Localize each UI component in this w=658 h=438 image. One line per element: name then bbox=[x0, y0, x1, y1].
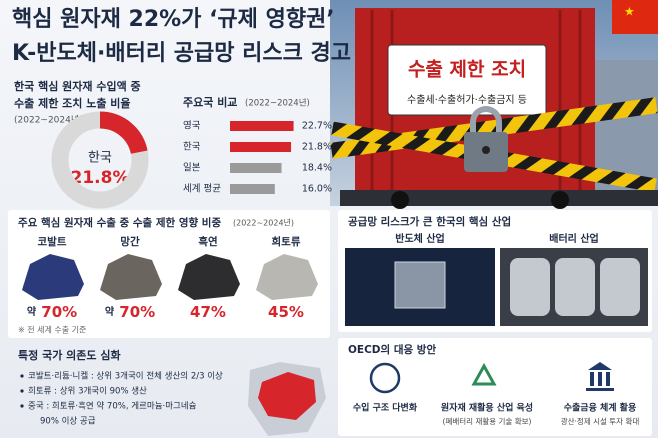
recycle-icon bbox=[471, 362, 497, 386]
mineral-image bbox=[256, 254, 318, 300]
mineral-prefix: 약 bbox=[105, 305, 115, 318]
bar bbox=[230, 184, 275, 194]
measure-label: 원자재 재활용 산업 육성 bbox=[441, 402, 533, 414]
oecd-title: OECD의 대응 방안 bbox=[348, 343, 436, 356]
dependency-text: 90% 이상 공급 bbox=[40, 416, 96, 427]
mineral-image bbox=[100, 254, 162, 300]
donut-period: (2022~2024년) bbox=[14, 115, 83, 126]
bar-category: 일본 bbox=[183, 163, 201, 174]
mineral-share-value: 45% bbox=[268, 303, 304, 321]
mineral-share-value: 70% bbox=[119, 303, 155, 321]
minerals-title: 주요 핵심 원자재 수출 중 수출 제한 영향 비중 bbox=[18, 216, 221, 229]
minerals-period: (2022~2024년) bbox=[233, 218, 294, 228]
dependency-title: 특정 국가 의존도 심화 bbox=[18, 348, 121, 362]
minerals-note: ※ 전 세계 수출 기준 bbox=[18, 325, 86, 335]
bank-icon bbox=[586, 362, 614, 391]
globe-icon bbox=[369, 362, 401, 394]
bar bbox=[230, 142, 292, 152]
mineral-name: 희토류 bbox=[272, 235, 301, 248]
bar-value-label: 16.0% bbox=[302, 184, 332, 195]
batteries bbox=[510, 258, 640, 316]
dependency-text: 코발트·리튬·니켈 : 상위 3개국이 전체 생산의 2/3 이상 bbox=[28, 371, 223, 382]
bar-value-label: 18.4% bbox=[302, 163, 332, 174]
sign-title: 수출 제한 조치 bbox=[408, 59, 526, 81]
measure-detail: (폐배터리 재활용 기술 확보) bbox=[443, 416, 532, 426]
oecd-panel bbox=[338, 338, 652, 436]
bar bbox=[230, 121, 294, 131]
mineral-prefix: 약 bbox=[27, 305, 37, 318]
industry-label: 반도체 산업 bbox=[395, 232, 444, 245]
mineral-image bbox=[178, 254, 240, 300]
minerals-panel bbox=[8, 210, 330, 338]
title: 핵심 원자재 22%가 ‘규제 영향권’ bbox=[12, 7, 335, 32]
bar bbox=[230, 163, 282, 173]
bullet bbox=[20, 374, 24, 378]
donut-label: 수출 제한 조치 노출 비율 bbox=[14, 96, 131, 110]
mineral-name: 흑연 bbox=[198, 235, 217, 248]
bar-category: 한국 bbox=[183, 142, 201, 153]
industry-label: 배터리 산업 bbox=[549, 232, 598, 245]
mineral-share: 47% bbox=[190, 303, 226, 321]
bar-value-label: 21.8% bbox=[302, 142, 332, 153]
bar-title: 주요국 비교 bbox=[183, 95, 237, 109]
donut-segment bbox=[51, 111, 149, 209]
mineral-name: 망간 bbox=[120, 235, 140, 248]
map bbox=[248, 362, 326, 436]
bar-category: 영국 bbox=[183, 121, 201, 132]
supply-title: 공급망 리스크가 큰 한국의 핵심 산업 bbox=[348, 215, 511, 228]
measure-label: 수출금융 체계 활용 bbox=[564, 402, 637, 414]
mineral-share-value: 47% bbox=[190, 303, 226, 321]
measure-detail: 광산·정제 시설 투자 확대 bbox=[561, 416, 640, 426]
mineral-share: 약 70% bbox=[105, 303, 155, 321]
donut-center-label: 한국 bbox=[88, 151, 112, 166]
dependency-text: 희토류 : 상위 3개국이 90% 생산 bbox=[28, 386, 147, 397]
bar-value-label: 22.7% bbox=[302, 121, 332, 132]
mineral-share-value: 70% bbox=[41, 303, 77, 321]
photo: ★ 수출 제한 조치 수출세·수출허가·수출금지 등 bbox=[330, 0, 658, 209]
chip bbox=[394, 261, 446, 309]
title: K-반도체·배터리 공급망 리스크 경고 bbox=[12, 41, 351, 66]
bar-category: 세계 평균 bbox=[183, 183, 221, 195]
bullet bbox=[20, 404, 24, 408]
measure-label: 수입 구조 다변화 bbox=[353, 402, 418, 414]
mineral-share: 45% bbox=[268, 303, 304, 321]
bullet bbox=[20, 389, 24, 393]
dependency-text: 중국 : 희토류·흑연 약 70%, 게르마늄·마그네슘 bbox=[28, 401, 197, 412]
donut-value: 21.8% bbox=[71, 168, 130, 188]
mineral-name: 코발트 bbox=[38, 235, 67, 248]
svg-text:★: ★ bbox=[624, 5, 635, 19]
mineral-share: 약 70% bbox=[27, 303, 77, 321]
mineral-image bbox=[22, 254, 84, 300]
donut-label: 한국 핵심 원자재 수입액 중 bbox=[14, 79, 141, 93]
sign-subtitle: 수출세·수출허가·수출금지 등 bbox=[407, 94, 527, 106]
bar-period: (2022~2024년) bbox=[245, 98, 310, 109]
